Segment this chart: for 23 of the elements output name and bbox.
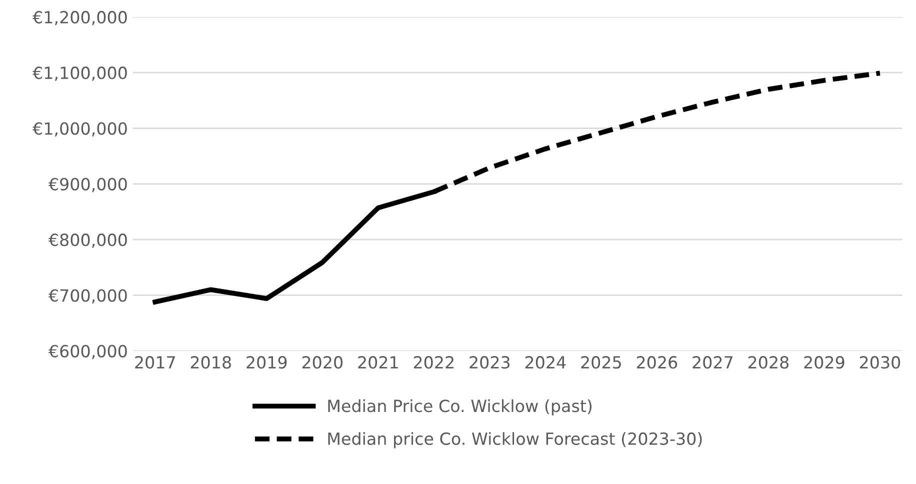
y-tick-label: €600,000 [48, 344, 127, 360]
y-tick-label: €1,100,000 [32, 66, 127, 81]
x-tick-label: 2025 [581, 356, 621, 369]
x-tick-label: 2022 [414, 356, 454, 369]
x-tick-label: 2018 [190, 356, 231, 369]
x-tick-label: 2017 [135, 356, 175, 369]
legend-label: Median Price Co. Wicklow (past) [328, 399, 592, 416]
x-tick-label: 2023 [470, 356, 510, 369]
x-tick-label: 2019 [246, 356, 287, 369]
x-tick-label: 2024 [525, 356, 566, 369]
x-tick-label: 2020 [302, 356, 342, 369]
y-tick-label: €800,000 [48, 234, 127, 248]
legend-label: Median price Co. Wicklow Forecast (2023-30) [328, 432, 702, 448]
y-tick-label: €1,000,000 [32, 122, 127, 137]
x-tick-label: 2027 [692, 356, 732, 369]
x-tick-label: 2028 [748, 356, 789, 369]
y-tick-label: €900,000 [48, 178, 127, 192]
x-tick-label: 2030 [860, 356, 900, 369]
y-tick-label: €700,000 [48, 289, 127, 304]
x-tick-label: 2029 [804, 356, 844, 369]
x-tick-label: 2021 [358, 356, 398, 369]
y-tick-label: €1,200,000 [32, 10, 127, 26]
x-tick-label: 2026 [636, 356, 678, 369]
